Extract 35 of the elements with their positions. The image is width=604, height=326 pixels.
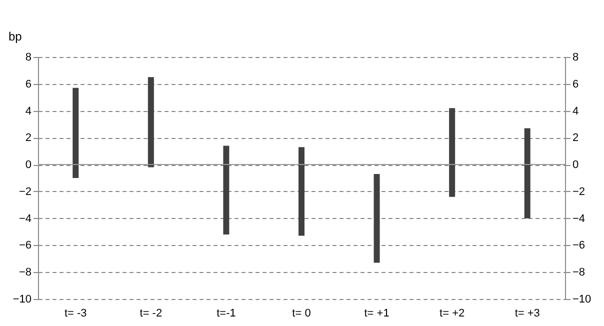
x-tick-label: t= +1 <box>364 308 390 320</box>
bar <box>72 88 79 178</box>
bar <box>524 128 530 218</box>
y-tick-label: −4 <box>18 212 32 225</box>
x-tick-label: t=-1 <box>216 308 236 320</box>
y2-tick-label: 2 <box>572 132 579 144</box>
bar <box>298 147 304 236</box>
bar <box>223 146 230 234</box>
bar <box>449 108 456 197</box>
y-tick-label: 6 <box>25 78 32 90</box>
x-tick-label: t= -3 <box>64 308 87 320</box>
y-tick-label: −2 <box>18 186 32 198</box>
y2-tick-label: −10 <box>572 294 592 306</box>
y2-tick-label: 6 <box>572 78 579 90</box>
x-tick-label: t= -2 <box>140 308 162 320</box>
bar <box>374 174 380 263</box>
y2-tick-label: −2 <box>572 186 586 198</box>
y2-tick-label: −4 <box>572 212 586 225</box>
x-tick-label: t= 0 <box>292 308 311 320</box>
y-tick-label: −8 <box>18 266 32 279</box>
x-tick-label: t= +3 <box>514 308 540 320</box>
y-tick-label: 4 <box>25 105 32 118</box>
y2-tick-label: −8 <box>572 266 586 279</box>
y-tick-label: 2 <box>25 132 32 144</box>
y2-tick-label: 0 <box>572 159 579 172</box>
y-tick-label: −10 <box>12 294 32 306</box>
y2-tick-label: 8 <box>572 52 579 64</box>
y-tick-label: 0 <box>25 159 32 172</box>
y-tick-label: −6 <box>18 240 32 252</box>
y2-tick-label: 4 <box>572 105 579 118</box>
bar <box>148 77 154 168</box>
y-axis-title: bp <box>8 30 22 44</box>
y2-tick-label: −6 <box>572 240 586 252</box>
y-tick-label: 8 <box>25 52 32 64</box>
x-tick-label: t= +2 <box>440 308 465 320</box>
